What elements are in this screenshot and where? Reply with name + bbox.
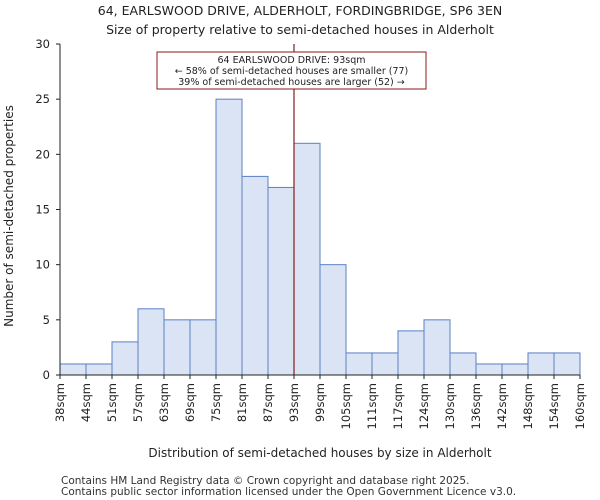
histogram-bar xyxy=(215,98,243,376)
x-tick-label: 81sqm xyxy=(235,383,249,422)
histogram-bar xyxy=(423,319,451,376)
x-tick-label: 93sqm xyxy=(287,383,301,422)
histogram-bar xyxy=(137,308,165,376)
y-axis-label: Number of semi-detached properties xyxy=(2,105,16,327)
y-tick-label: 15 xyxy=(35,203,50,217)
y-tick-label: 0 xyxy=(43,368,50,382)
histogram-bar xyxy=(553,352,581,376)
x-tick-label: 142sqm xyxy=(495,383,509,429)
histogram-bar xyxy=(267,186,295,376)
annotation-line-2: ← 58% of semi-detached houses are smalle… xyxy=(175,66,409,77)
axes-layer: 0 5 10 15 20 25 30 38sqm 44sqm 51sqm 57sqm 63sqm 69s… xyxy=(35,37,587,429)
histogram-bar xyxy=(501,363,529,376)
footer-line-2: Contains public sector information licen… xyxy=(61,486,516,498)
x-axis-label: Distribution of semi-detached houses by … xyxy=(148,446,491,460)
y-tick-label: 30 xyxy=(35,37,50,51)
histogram-bar xyxy=(111,341,139,376)
x-tick-label: 117sqm xyxy=(391,383,405,429)
annotation-line-1: 64 EARLSWOOD DRIVE: 93sqm xyxy=(218,55,366,66)
histogram-bar xyxy=(527,352,555,376)
x-tick-label: 136sqm xyxy=(469,383,483,429)
y-tick-label: 5 xyxy=(43,313,50,327)
chart-title: 64, EARLSWOOD DRIVE, ALDERHOLT, FORDINGB… xyxy=(98,3,502,18)
histogram-bar xyxy=(59,363,87,376)
annotation-line-3: 39% of semi-detached houses are larger (… xyxy=(178,77,405,88)
annotation-box: 64 EARLSWOOD DRIVE: 93sqm ← 58% of semi-… xyxy=(156,51,427,90)
histogram-bar xyxy=(163,319,191,376)
x-tick-label: 160sqm xyxy=(573,383,587,429)
histogram-bar xyxy=(293,142,321,376)
chart-subtitle: Size of property relative to semi-detach… xyxy=(106,22,494,37)
histogram-bar xyxy=(475,363,503,376)
x-tick-label: 99sqm xyxy=(313,383,327,422)
x-tick-label: 38sqm xyxy=(53,383,67,422)
histogram-bar xyxy=(371,352,399,376)
x-tick-label: 63sqm xyxy=(157,383,171,422)
x-tick-label: 124sqm xyxy=(417,383,431,429)
histogram-bar xyxy=(397,330,425,376)
x-tick-label: 44sqm xyxy=(79,383,93,422)
y-tick-label: 20 xyxy=(35,147,50,161)
histogram-bar xyxy=(241,175,269,376)
x-tick-label: 130sqm xyxy=(443,383,457,429)
x-tick-label: 75sqm xyxy=(209,383,223,422)
histogram-bar xyxy=(189,319,217,376)
histogram-bar xyxy=(85,363,113,376)
annotation-frame xyxy=(156,51,427,90)
x-tick-label: 148sqm xyxy=(521,383,535,429)
bars-layer xyxy=(59,98,581,376)
x-tick-label: 111sqm xyxy=(365,383,379,429)
x-tick-label: 57sqm xyxy=(131,383,145,422)
histogram-bar xyxy=(319,264,347,376)
y-tick-label: 10 xyxy=(35,258,50,272)
histogram-bar xyxy=(345,352,373,376)
x-tick-label: 87sqm xyxy=(261,383,275,422)
footer-line-1: Contains HM Land Registry data © Crown c… xyxy=(61,475,469,487)
x-tick-label: 154sqm xyxy=(547,383,561,429)
y-tick-label: 25 xyxy=(35,92,50,106)
x-tick-label: 105sqm xyxy=(339,383,353,429)
histogram-bar xyxy=(449,352,477,376)
x-tick-label: 69sqm xyxy=(183,383,197,422)
x-tick-label: 51sqm xyxy=(105,383,119,422)
